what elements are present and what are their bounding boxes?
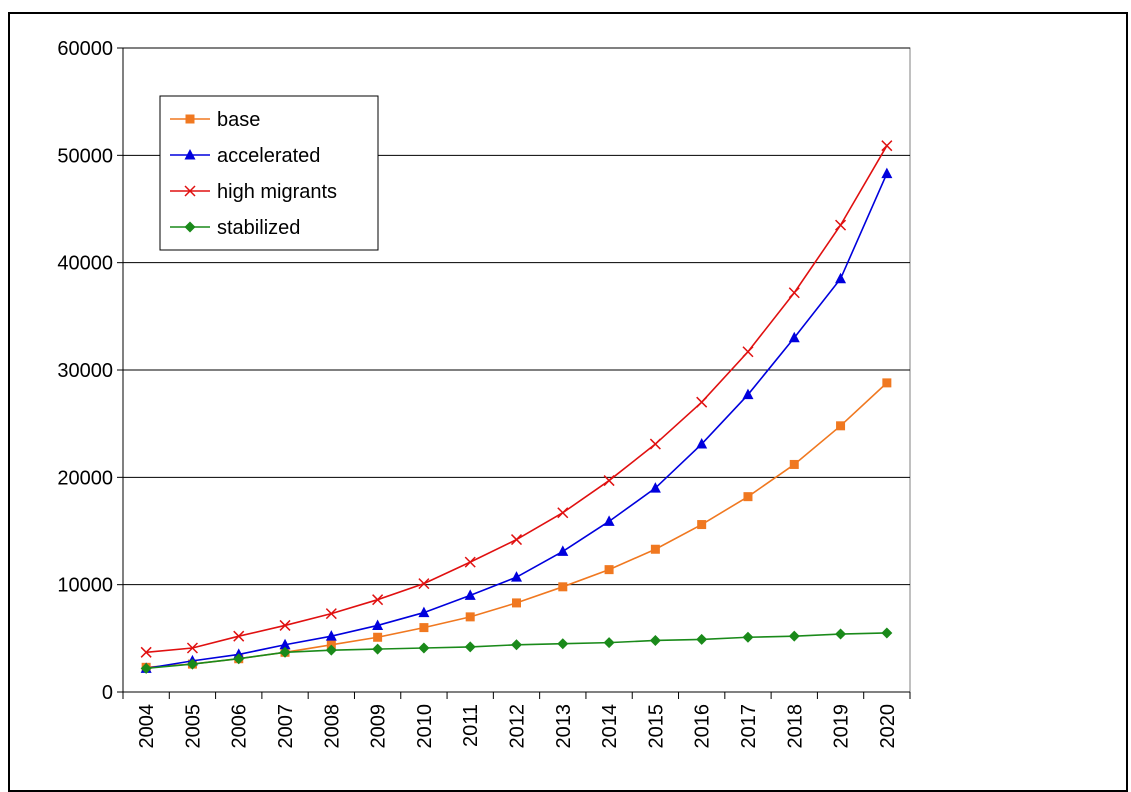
data-point-high-migrants [788, 287, 800, 299]
data-point-high-migrants [557, 507, 569, 519]
legend-label-high-migrants: high migrants [217, 181, 337, 203]
x-tick-label: 2017 [738, 704, 760, 749]
y-tick-label: 50000 [57, 145, 113, 167]
legend-label-base: base [217, 109, 260, 131]
x-tick-label: 2013 [553, 704, 575, 749]
data-point-high-migrants [325, 608, 337, 620]
data-point-base [373, 632, 383, 642]
data-point-high-migrants [510, 534, 523, 546]
data-point-high-migrants [372, 594, 384, 606]
data-point-accelerated [742, 388, 754, 400]
x-tick-label: 2012 [507, 704, 529, 749]
x-tick-label: 2011 [460, 704, 482, 747]
data-point-stabilized [418, 642, 430, 654]
data-point-high-migrants [696, 396, 708, 408]
data-point-base [650, 544, 660, 554]
data-point-high-migrants [649, 438, 661, 450]
y-tick-label: 10000 [57, 575, 113, 597]
data-point-base [697, 520, 707, 530]
y-axis: 0 10000 20000 30000 40000 50000 60000 [57, 38, 124, 704]
data-point-accelerated [557, 545, 569, 556]
data-point-accelerated [649, 482, 661, 493]
data-point-accelerated [835, 272, 847, 284]
data-point-stabilized [788, 630, 800, 642]
y-tick-label: 20000 [57, 467, 113, 489]
data-point-base [512, 598, 521, 608]
x-tick-label: 2015 [645, 704, 667, 749]
data-point-stabilized [835, 628, 847, 640]
data-point-high-migrants [186, 642, 198, 654]
legend: base accelerated high migrants stabilized [159, 95, 379, 251]
data-point-accelerated [279, 638, 291, 650]
data-point-high-migrants [233, 630, 245, 642]
legend-marker-base [185, 114, 195, 124]
x-tick-label: 2018 [784, 704, 806, 749]
x-tick-label: 2010 [414, 704, 436, 749]
data-point-accelerated [372, 619, 384, 630]
x-tick-label: 2019 [831, 704, 853, 749]
legend-marker-accelerated [184, 149, 196, 160]
data-point-stabilized [603, 637, 615, 649]
data-point-accelerated [511, 571, 522, 582]
data-point-base [789, 459, 799, 469]
data-point-high-migrants [140, 646, 152, 658]
x-axis: 2004 2005 2006 2007 2008 2009 2010 2011 2012 2013… [122, 691, 911, 749]
data-point-stabilized [649, 634, 661, 646]
data-point-base [604, 565, 614, 575]
y-tick-label: 30000 [57, 360, 113, 382]
data-point-stabilized [511, 639, 522, 651]
data-point-accelerated [603, 515, 615, 526]
data-point-accelerated [881, 167, 893, 179]
data-point-accelerated [464, 589, 476, 600]
data-point-base [465, 612, 475, 622]
data-point-accelerated [788, 331, 800, 343]
y-tick-label: 40000 [57, 253, 113, 275]
data-point-accelerated [325, 630, 337, 641]
data-point-accelerated [418, 606, 430, 618]
data-point-stabilized [233, 653, 245, 665]
data-point-high-migrants [418, 578, 430, 590]
legend-label-stabilized: stabilized [217, 217, 300, 239]
x-tick-label: 2020 [877, 704, 899, 749]
x-tick-label: 2016 [692, 704, 714, 749]
x-tick-label: 2007 [275, 704, 297, 749]
legend-box [159, 95, 379, 251]
data-point-stabilized [557, 638, 569, 650]
data-point-high-migrants [279, 619, 291, 631]
data-point-stabilized [279, 646, 291, 658]
data-point-base [419, 623, 429, 633]
data-point-high-migrants [742, 346, 754, 358]
data-point-stabilized [881, 627, 893, 639]
data-point-stabilized [696, 633, 708, 645]
legend-marker-stabilized [184, 221, 196, 233]
legend-label-accelerated: accelerated [217, 145, 320, 167]
data-point-high-migrants [464, 556, 476, 568]
data-point-high-migrants [881, 140, 893, 152]
data-point-high-migrants [835, 219, 847, 231]
data-point-stabilized [186, 658, 198, 670]
x-tick-label: 2009 [368, 704, 390, 749]
y-tick-label: 60000 [57, 38, 113, 60]
x-tick-label: 2008 [321, 704, 343, 749]
data-point-stabilized [325, 644, 337, 656]
data-point-stabilized [742, 631, 754, 643]
series-group [140, 140, 893, 674]
y-tick-label: 0 [102, 682, 113, 704]
x-tick-label: 2006 [229, 704, 251, 749]
data-point-base [558, 582, 568, 592]
data-point-accelerated [696, 438, 708, 449]
data-point-stabilized [464, 641, 476, 653]
x-tick-label: 2005 [182, 704, 204, 749]
data-point-base [836, 421, 846, 431]
x-tick-label: 2004 [136, 704, 158, 749]
data-point-stabilized [372, 643, 384, 655]
data-point-high-migrants [603, 475, 615, 487]
legend-marker-high-migrants [184, 185, 196, 197]
x-tick-label: 2014 [599, 704, 621, 749]
data-point-stabilized [140, 662, 152, 674]
data-point-base [882, 378, 892, 388]
data-point-base [743, 492, 753, 502]
